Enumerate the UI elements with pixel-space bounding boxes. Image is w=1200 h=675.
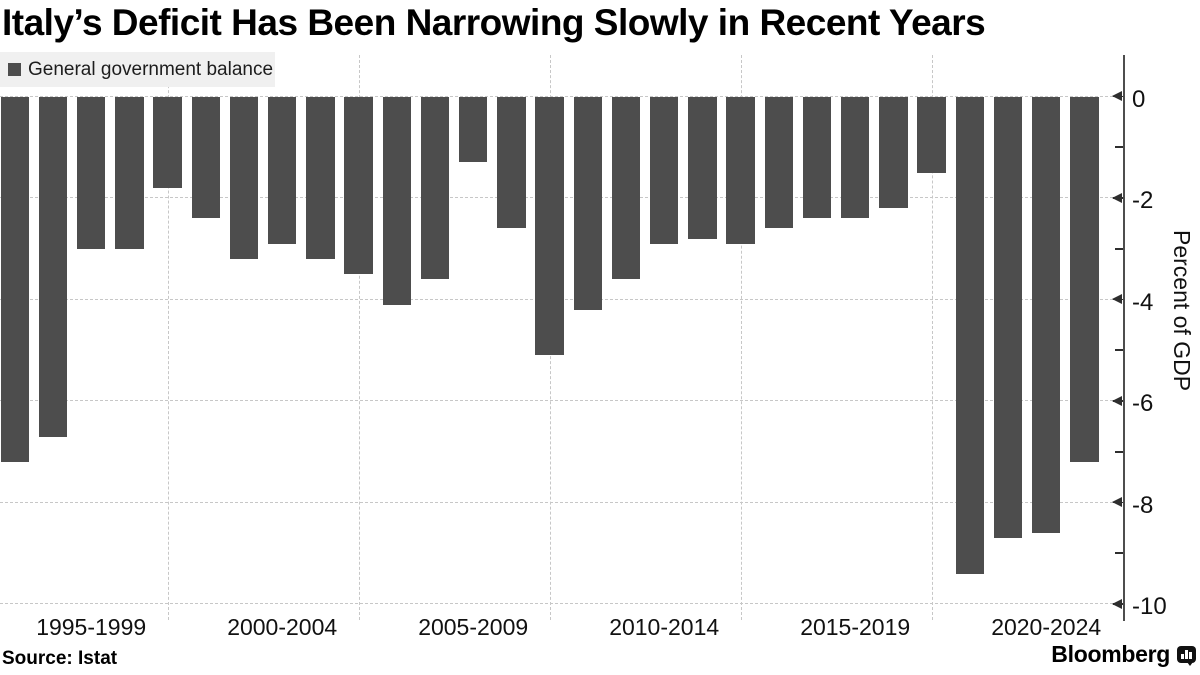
bar-2023 <box>1070 96 1099 462</box>
y-minor-tick <box>1115 349 1123 352</box>
bar-1998 <box>115 96 144 249</box>
legend-swatch-icon <box>8 63 21 76</box>
v-gridline <box>740 55 742 620</box>
y-minor-tick <box>1115 146 1123 149</box>
bar-2000 <box>191 96 221 219</box>
bar-2003 <box>306 96 335 259</box>
y-major-tick-arrow <box>1112 294 1122 304</box>
bar-2020 <box>955 96 985 574</box>
bar-2018 <box>879 96 908 209</box>
bar-2001 <box>229 96 259 259</box>
bar-2014 <box>726 96 755 244</box>
bar-2008 <box>497 96 526 229</box>
x-group-label: 2010-2014 <box>609 614 720 640</box>
bar-2004 <box>344 96 373 275</box>
chart-title: Italy’s Deficit Has Been Narrowing Slowl… <box>2 2 986 43</box>
bar-2009 <box>535 96 564 356</box>
source-caption: Source: Istat <box>2 648 118 669</box>
bar-2015 <box>764 96 794 229</box>
brand-row: Bloomberg <box>1051 641 1196 668</box>
y-minor-tick <box>1115 552 1123 555</box>
bar-2011 <box>611 96 641 280</box>
y-minor-tick <box>1115 450 1123 453</box>
bar-2010 <box>573 96 603 310</box>
h-gridline <box>0 501 1123 503</box>
y-tick-label: -8 <box>1132 491 1154 519</box>
bar-2012 <box>649 96 679 244</box>
x-group-label: 2020-2024 <box>991 614 1102 640</box>
bar-2017 <box>840 96 870 219</box>
brand-wordmark: Bloomberg <box>1051 641 1170 667</box>
x-group-label: 2005-2009 <box>418 614 529 640</box>
x-group-label: 2000-2004 <box>227 614 338 640</box>
y-tick-label: -2 <box>1132 187 1154 214</box>
h-gridline <box>0 603 1123 605</box>
bar-2002 <box>267 96 297 244</box>
v-gridline <box>358 55 360 620</box>
bar-1995 <box>0 96 30 462</box>
y-axis-title: Percent of GDP <box>1169 230 1195 392</box>
y-tick-label: -6 <box>1132 390 1154 417</box>
bar-2016 <box>802 96 832 219</box>
bar-1997 <box>76 96 106 249</box>
bar-2007 <box>458 96 488 163</box>
h-gridline <box>0 95 1123 97</box>
bar-2021 <box>993 96 1023 539</box>
y-tick-label: -10 <box>1132 593 1167 620</box>
chart-legend: General government balance <box>0 52 275 87</box>
y-axis-line <box>1123 55 1125 621</box>
y-major-tick-arrow <box>1112 91 1122 101</box>
bar-2019 <box>917 96 946 173</box>
y-major-tick-arrow <box>1112 192 1122 203</box>
bloomberg-terminal-icon <box>1177 646 1196 666</box>
y-major-tick-arrow <box>1112 598 1122 609</box>
legend-label: General government balance <box>28 58 274 80</box>
v-gridline <box>167 55 169 620</box>
v-gridline <box>931 55 933 620</box>
bar-2005 <box>382 96 412 305</box>
bar-1999 <box>153 96 182 188</box>
h-gridline <box>0 400 1123 402</box>
bar-2006 <box>420 96 450 280</box>
y-major-tick-arrow <box>1112 395 1122 406</box>
y-tick-label: -4 <box>1132 288 1154 316</box>
x-group-label: 1995-1999 <box>36 614 147 640</box>
x-group-label: 2015-2019 <box>800 614 911 640</box>
y-tick-label: 0 <box>1132 85 1146 113</box>
y-major-tick-arrow <box>1112 497 1122 507</box>
y-minor-tick <box>1115 247 1123 250</box>
bar-2022 <box>1031 96 1061 533</box>
bar-1996 <box>38 96 68 437</box>
bar-2013 <box>688 96 717 239</box>
